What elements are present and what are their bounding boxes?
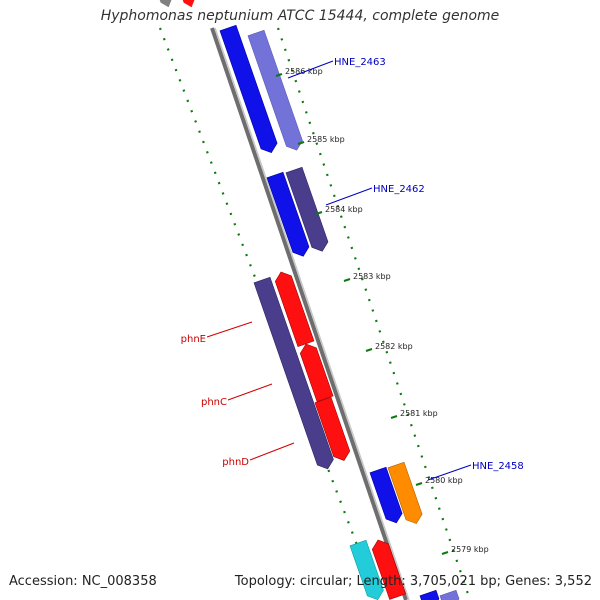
gene-arrow-hne2463-blue xyxy=(219,24,278,154)
tick-mark xyxy=(343,278,351,282)
tick-label: 2580 kbp xyxy=(425,476,463,485)
gene-leader-line xyxy=(249,442,295,461)
gene-leader-line xyxy=(325,187,373,206)
gene-arrow-phnD xyxy=(314,396,351,461)
gene-label-hne_2462: HNE_2462 xyxy=(373,184,425,195)
genome-backbone xyxy=(210,27,408,600)
tick-mark xyxy=(275,73,283,77)
tick-label: 2582 kbp xyxy=(375,342,413,351)
gene-arrow-top-grey xyxy=(159,0,172,8)
gene-leader-line xyxy=(227,383,273,401)
tick-mark xyxy=(415,482,423,486)
gene-arrow-bottom-red xyxy=(371,539,407,600)
gene-leader-line xyxy=(427,464,472,481)
gene-label-phnd: phnD xyxy=(222,457,249,468)
gene-leader-line xyxy=(206,321,253,338)
gene-arrow-hne2462-blue xyxy=(266,171,310,257)
gene-arrow-hne2458-blue xyxy=(369,466,403,524)
gene-arrow-hne2458-orange xyxy=(387,461,423,524)
accession-text: Accession: NC_008358 xyxy=(9,574,157,589)
tick-mark xyxy=(441,551,449,555)
gene-arrow-bottom-light xyxy=(439,589,460,600)
tick-label: 2584 kbp xyxy=(325,205,363,214)
gene-arrow-phn-purple xyxy=(253,276,334,470)
tick-label: 2583 kbp xyxy=(353,272,391,281)
gene-arrow-top-red xyxy=(182,0,195,8)
tick-mark xyxy=(365,348,373,352)
gene-arrow-phnE xyxy=(274,271,315,347)
tick-label: 2585 kbp xyxy=(307,135,345,144)
gene-arrow-hne2463-light xyxy=(247,29,303,151)
tick-label: 2579 kbp xyxy=(451,545,489,554)
gene-arrow-hne2462-purple xyxy=(285,166,329,252)
genome-summary-text: Topology: circular; Length: 3,705,021 bp… xyxy=(234,574,592,589)
gene-arrow-bottom-blue xyxy=(419,589,440,600)
gene-label-phne: phnE xyxy=(181,334,206,345)
tick-mark xyxy=(297,141,305,145)
genome-backbone-highlight xyxy=(214,27,410,600)
gene-label-hne_2458: HNE_2458 xyxy=(472,461,524,472)
tick-mark xyxy=(390,415,398,419)
gene-label-phnc: phnC xyxy=(201,397,227,408)
gene-leader-line xyxy=(287,60,334,79)
tick-label: 2581 kbp xyxy=(400,409,438,418)
map-title: Hyphomonas neptunium ATCC 15444, complet… xyxy=(100,8,500,24)
gene-arrow-bottom-cyan xyxy=(349,539,384,600)
tick-mark xyxy=(315,211,323,215)
gene-label-hne_2463: HNE_2463 xyxy=(334,57,386,68)
right-tick-track xyxy=(276,27,472,600)
gene-arrow-phnC xyxy=(299,343,334,402)
